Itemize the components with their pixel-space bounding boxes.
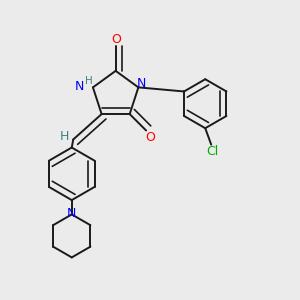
Text: H: H <box>85 76 92 86</box>
Text: O: O <box>112 33 122 46</box>
Text: Cl: Cl <box>207 145 219 158</box>
Text: N: N <box>75 80 85 93</box>
Text: N: N <box>137 77 146 90</box>
Text: O: O <box>145 130 154 144</box>
Text: H: H <box>60 130 70 143</box>
Text: N: N <box>67 207 76 220</box>
